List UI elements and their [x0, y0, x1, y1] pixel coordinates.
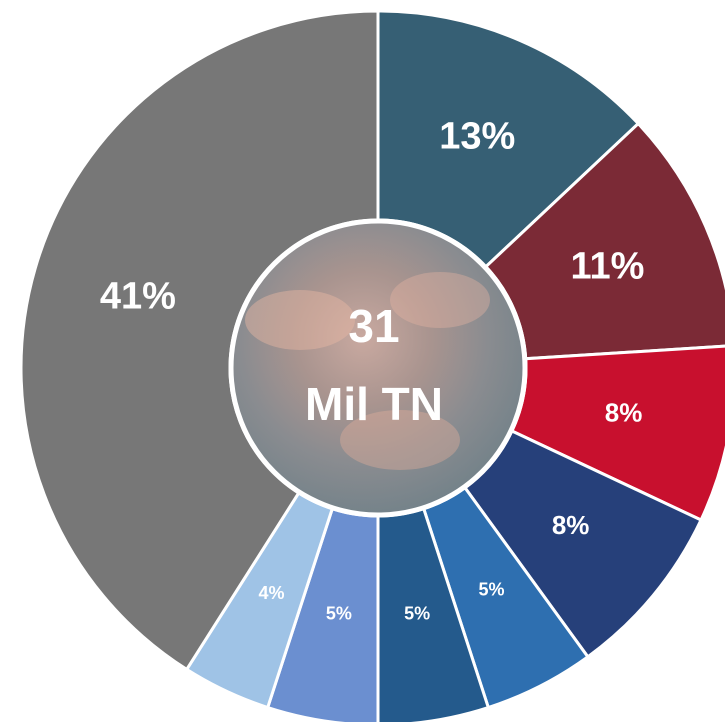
slice-label: 5% [326, 604, 352, 624]
slice-label: 11% [570, 246, 644, 288]
center-text: Mil TN [305, 378, 443, 430]
center-text: 31 [348, 300, 399, 352]
slice-label: 41% [100, 275, 176, 317]
center-image-detail [245, 290, 355, 350]
center-image-detail [390, 272, 490, 328]
slice-label: 5% [478, 580, 504, 600]
slice-label: 4% [259, 583, 285, 603]
slice-label: 8% [552, 510, 590, 540]
center-image [228, 218, 528, 518]
slices [19, 9, 725, 722]
center-image-detail [340, 410, 460, 470]
labels: 13% 11% 8% 8% 5% 5% 5% 4% 41% [100, 116, 645, 624]
slice-label: 13% [439, 116, 515, 158]
slice-label: 8% [605, 398, 643, 428]
slice-label: 5% [404, 604, 430, 624]
